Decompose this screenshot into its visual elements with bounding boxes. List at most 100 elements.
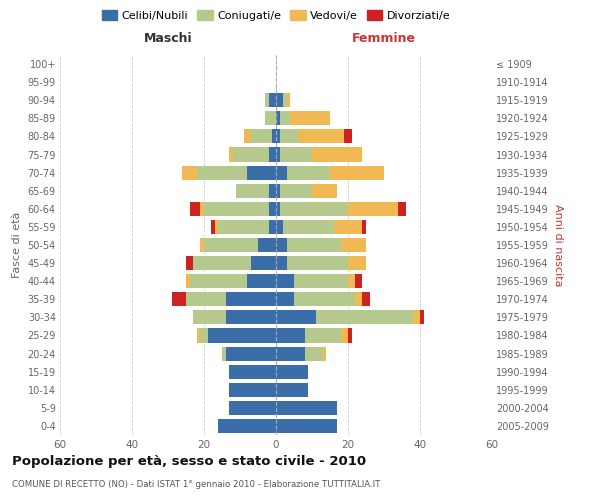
Bar — [276, 220, 283, 234]
Bar — [316, 310, 413, 324]
Bar — [247, 274, 276, 288]
Bar — [222, 346, 226, 360]
Bar — [233, 148, 269, 162]
Bar — [200, 328, 208, 342]
Text: Maschi: Maschi — [143, 32, 193, 45]
Bar — [204, 238, 258, 252]
Bar — [247, 166, 276, 179]
Bar — [355, 274, 362, 288]
Bar — [280, 148, 312, 162]
Bar — [287, 93, 290, 108]
Bar — [290, 112, 330, 126]
Bar — [229, 382, 276, 397]
Bar — [312, 184, 337, 198]
Bar — [200, 202, 204, 216]
Bar — [272, 130, 276, 143]
Text: Popolazione per età, sesso e stato civile - 2010: Popolazione per età, sesso e stato civil… — [12, 455, 366, 468]
Bar — [269, 148, 276, 162]
Bar — [276, 346, 305, 360]
Y-axis label: Anni di nascita: Anni di nascita — [553, 204, 563, 286]
Bar — [218, 419, 276, 433]
Bar — [190, 274, 247, 288]
Bar — [229, 148, 233, 162]
Bar — [269, 220, 276, 234]
Bar — [204, 202, 269, 216]
Bar — [276, 419, 337, 433]
Bar — [280, 202, 348, 216]
Bar — [348, 202, 398, 216]
Bar — [362, 220, 366, 234]
Bar — [226, 292, 276, 306]
Bar — [298, 130, 344, 143]
Text: Femmine: Femmine — [352, 32, 416, 45]
Bar — [280, 130, 298, 143]
Bar — [287, 166, 330, 179]
Bar — [280, 184, 312, 198]
Bar — [193, 310, 226, 324]
Bar — [305, 328, 341, 342]
Bar — [215, 220, 218, 234]
Bar — [283, 220, 334, 234]
Bar — [208, 328, 276, 342]
Bar — [197, 166, 247, 179]
Text: COMUNE DI RECETTO (NO) - Dati ISTAT 1° gennaio 2010 - Elaborazione TUTTITALIA.IT: COMUNE DI RECETTO (NO) - Dati ISTAT 1° g… — [12, 480, 380, 489]
Bar — [287, 256, 348, 270]
Bar — [251, 256, 276, 270]
Bar — [244, 130, 251, 143]
Bar — [172, 292, 186, 306]
Bar — [276, 274, 294, 288]
Bar — [276, 238, 287, 252]
Bar — [251, 130, 272, 143]
Bar — [186, 256, 193, 270]
Bar — [280, 112, 290, 126]
Bar — [413, 310, 420, 324]
Bar — [276, 292, 294, 306]
Bar — [276, 166, 287, 179]
Bar — [341, 238, 366, 252]
Bar — [334, 220, 362, 234]
Bar — [276, 148, 280, 162]
Y-axis label: Fasce di età: Fasce di età — [12, 212, 22, 278]
Bar — [190, 202, 200, 216]
Bar — [305, 346, 323, 360]
Bar — [276, 256, 287, 270]
Bar — [344, 130, 352, 143]
Bar — [276, 364, 308, 378]
Bar — [211, 220, 215, 234]
Bar — [341, 328, 348, 342]
Bar — [226, 346, 276, 360]
Bar — [186, 274, 190, 288]
Bar — [287, 238, 341, 252]
Bar — [269, 184, 276, 198]
Bar — [276, 184, 280, 198]
Bar — [193, 256, 251, 270]
Bar — [355, 292, 362, 306]
Bar — [348, 256, 366, 270]
Bar — [265, 112, 276, 126]
Bar — [276, 382, 308, 397]
Bar — [312, 148, 362, 162]
Bar — [276, 93, 283, 108]
Bar — [276, 112, 280, 126]
Bar — [186, 292, 226, 306]
Legend: Celibi/Nubili, Coniugati/e, Vedovi/e, Divorziati/e: Celibi/Nubili, Coniugati/e, Vedovi/e, Di… — [100, 8, 452, 24]
Bar — [294, 274, 348, 288]
Bar — [218, 220, 269, 234]
Bar — [398, 202, 406, 216]
Bar — [283, 93, 287, 108]
Bar — [226, 310, 276, 324]
Bar — [276, 130, 280, 143]
Bar — [236, 184, 269, 198]
Bar — [200, 238, 204, 252]
Bar — [182, 166, 197, 179]
Bar — [229, 364, 276, 378]
Bar — [276, 401, 337, 415]
Bar — [229, 401, 276, 415]
Bar — [323, 346, 326, 360]
Bar — [269, 93, 276, 108]
Bar — [330, 166, 384, 179]
Bar — [197, 328, 200, 342]
Bar — [276, 202, 280, 216]
Bar — [258, 238, 276, 252]
Bar — [294, 292, 355, 306]
